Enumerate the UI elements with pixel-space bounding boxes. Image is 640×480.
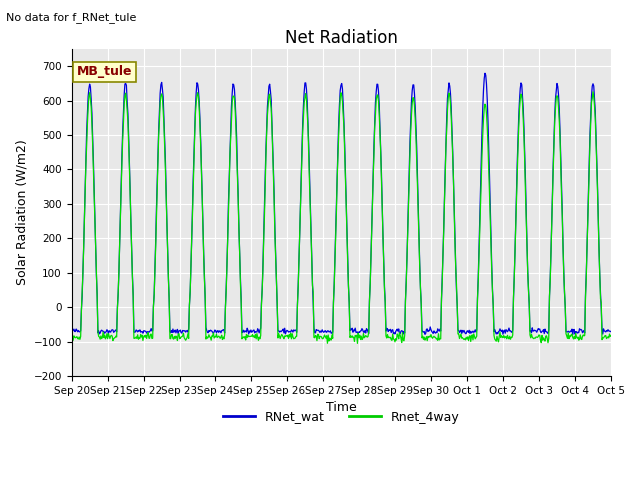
Rnet_4way bbox=[354, 340, 362, 346]
Rnet_4way bbox=[77, 308, 85, 313]
Text: MB_tule: MB_tule bbox=[77, 65, 132, 78]
Y-axis label: Solar Radiation (W/m2): Solar Radiation (W/m2) bbox=[15, 140, 28, 285]
Rnet_4way bbox=[216, 336, 224, 341]
Rnet_4way bbox=[424, 338, 431, 344]
RNet_wat bbox=[77, 307, 85, 312]
Title: Net Radiation: Net Radiation bbox=[285, 29, 398, 48]
RNet_wat bbox=[68, 328, 76, 334]
Line: Rnet_4way: Rnet_4way bbox=[72, 92, 611, 343]
Rnet_4way bbox=[408, 112, 415, 118]
RNet_wat bbox=[607, 328, 615, 334]
Rnet_4way bbox=[68, 334, 76, 340]
Rnet_4way bbox=[589, 89, 597, 95]
RNet_wat bbox=[481, 71, 489, 76]
Rnet_4way bbox=[607, 333, 615, 339]
RNet_wat bbox=[188, 239, 195, 244]
Text: No data for f_RNet_tule: No data for f_RNet_tule bbox=[6, 12, 137, 23]
RNet_wat bbox=[569, 332, 577, 338]
RNet_wat bbox=[216, 328, 224, 334]
RNet_wat bbox=[422, 326, 430, 332]
Legend: RNet_wat, Rnet_4way: RNet_wat, Rnet_4way bbox=[218, 406, 465, 429]
Line: RNet_wat: RNet_wat bbox=[72, 73, 611, 335]
Rnet_4way bbox=[188, 235, 195, 241]
X-axis label: Time: Time bbox=[326, 401, 356, 414]
RNet_wat bbox=[133, 328, 141, 334]
RNet_wat bbox=[407, 119, 415, 124]
Rnet_4way bbox=[133, 336, 141, 341]
